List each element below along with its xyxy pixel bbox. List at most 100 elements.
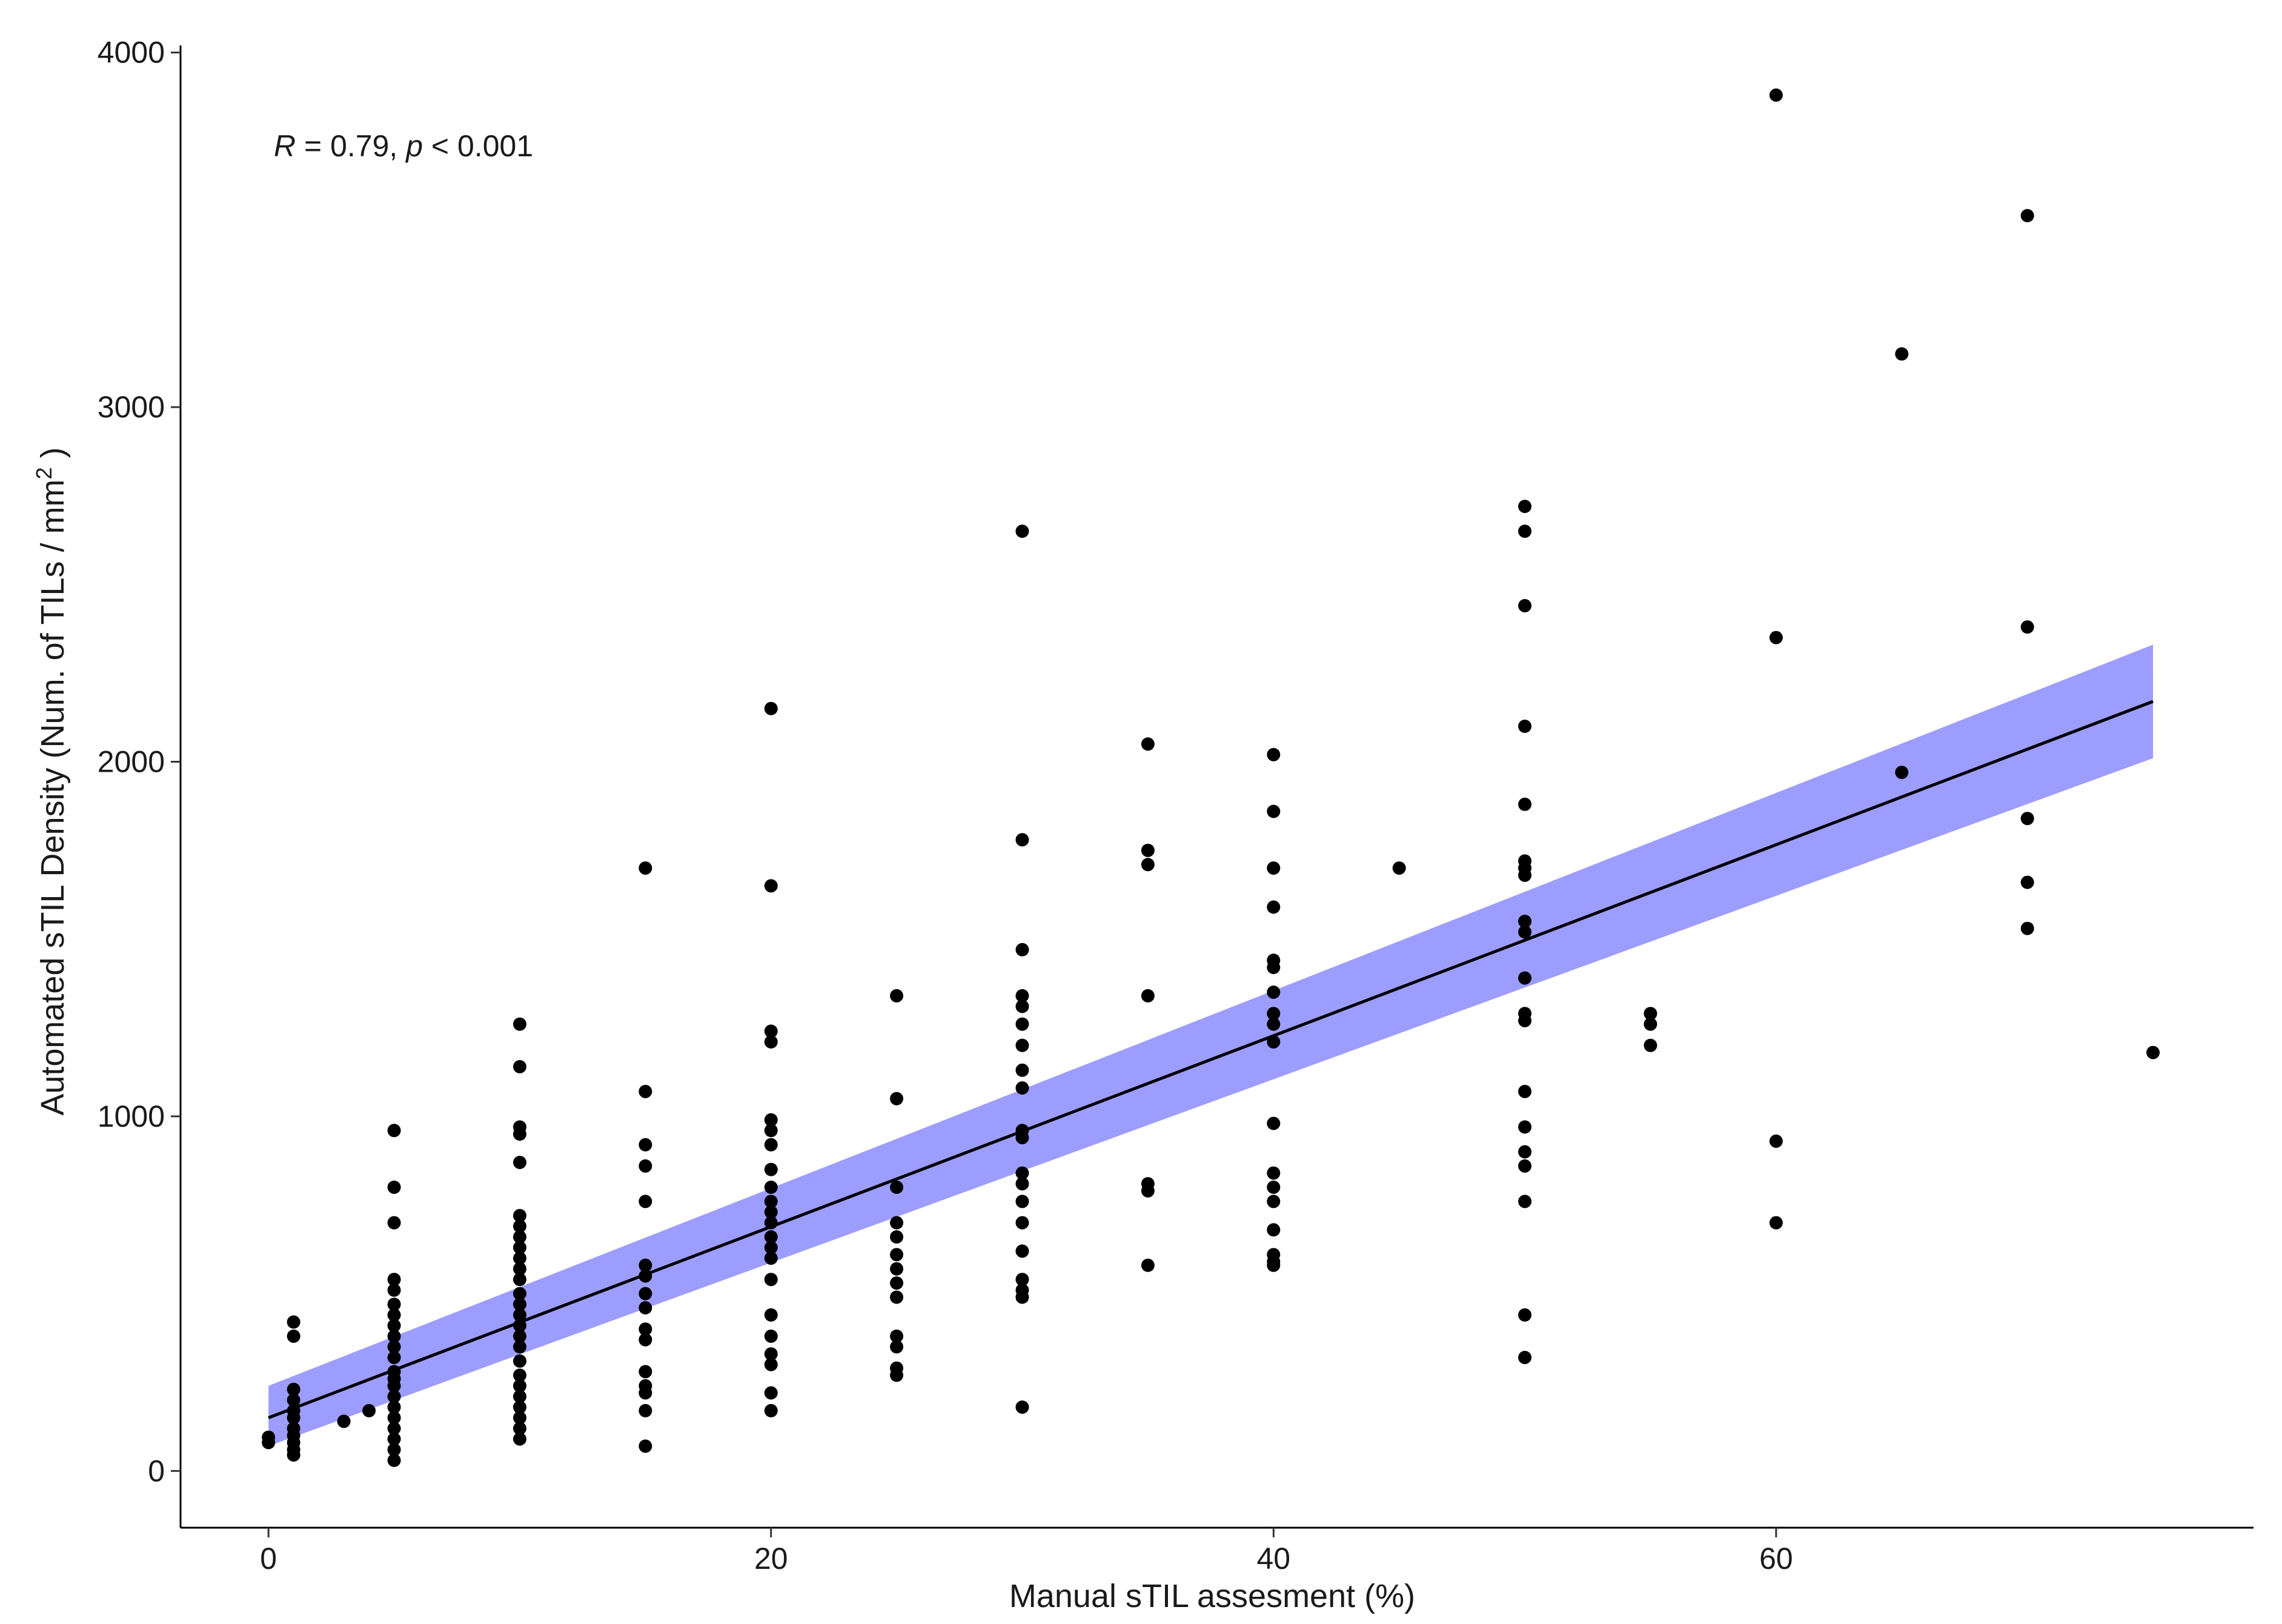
data-point	[387, 1329, 401, 1343]
data-point	[764, 1205, 778, 1219]
ticks-layer: 0 20 40 60 0 1000 2000 3000 4000	[98, 36, 1793, 1576]
data-point	[513, 1340, 526, 1354]
data-point	[1267, 1007, 1281, 1021]
y-tick-label: 3000	[98, 390, 165, 424]
data-point	[513, 1208, 526, 1222]
data-point	[1015, 999, 1029, 1013]
data-point	[2020, 209, 2034, 222]
data-point	[1392, 861, 1406, 875]
data-point	[764, 1113, 778, 1127]
data-point	[1895, 766, 1909, 780]
data-point	[2146, 1046, 2160, 1059]
y-axis-title-main: Automated sTIL Density (Num. of TILs / m…	[35, 479, 71, 1115]
data-point	[1518, 525, 1532, 538]
data-point	[513, 1368, 526, 1382]
data-point	[1769, 88, 1783, 102]
data-point	[1518, 1145, 1532, 1159]
data-point	[764, 1273, 778, 1287]
fit-line-layer	[268, 700, 2154, 1419]
data-point	[890, 1230, 904, 1244]
data-point	[262, 1430, 276, 1444]
data-point	[513, 1411, 526, 1425]
x-tick-label: 40	[1257, 1542, 1291, 1576]
y-axis-title-suffix: )	[35, 447, 71, 467]
data-point	[638, 1439, 652, 1453]
data-point	[1267, 1017, 1281, 1031]
data-point	[1267, 861, 1281, 875]
data-point	[1267, 804, 1281, 818]
data-point	[1769, 631, 1783, 645]
data-point	[387, 1443, 401, 1457]
x-tick-label: 0	[260, 1542, 277, 1576]
data-point	[638, 1138, 652, 1152]
data-point	[1141, 989, 1155, 1003]
r-symbol: R	[274, 129, 296, 163]
x-tick-label: 20	[754, 1542, 788, 1576]
data-point	[764, 879, 778, 893]
data-point	[764, 1404, 778, 1417]
data-point	[513, 1060, 526, 1073]
data-point	[513, 1432, 526, 1446]
data-point	[1518, 971, 1532, 985]
data-point	[890, 1329, 904, 1343]
data-point	[337, 1414, 351, 1428]
data-point	[287, 1411, 300, 1425]
data-point	[1015, 1273, 1029, 1287]
data-point	[1518, 868, 1532, 882]
data-point	[387, 1432, 401, 1446]
data-point	[387, 1422, 401, 1436]
data-point	[1267, 1258, 1281, 1272]
data-point	[2020, 875, 2034, 889]
data-point	[387, 1181, 401, 1194]
data-point	[1015, 1017, 1029, 1031]
data-point	[1141, 737, 1155, 751]
data-point	[287, 1393, 300, 1407]
x-axis-title: Manual sTIL assesment (%)	[1009, 1578, 1415, 1614]
data-point	[764, 1347, 778, 1361]
data-point	[764, 1308, 778, 1322]
data-point	[764, 1138, 778, 1152]
data-point	[890, 1340, 904, 1354]
data-point	[387, 1216, 401, 1230]
data-point	[638, 1301, 652, 1314]
data-point	[1015, 1290, 1029, 1304]
data-point	[513, 1262, 526, 1276]
data-point	[1267, 1166, 1281, 1180]
data-point	[1015, 1400, 1029, 1414]
confidence-band	[268, 645, 2154, 1447]
data-point	[1015, 1216, 1029, 1230]
data-point	[513, 1251, 526, 1265]
data-point	[890, 1181, 904, 1194]
data-point	[387, 1351, 401, 1364]
data-point	[1141, 1184, 1155, 1198]
data-point	[1015, 1166, 1029, 1180]
data-point	[1141, 1258, 1155, 1272]
data-point	[1518, 1159, 1532, 1173]
data-point	[1267, 747, 1281, 761]
confidence-band-layer	[268, 645, 2154, 1447]
data-point	[1518, 1013, 1532, 1027]
y-axis-title: Automated sTIL Density (Num. of TILs / m…	[32, 447, 71, 1115]
data-point	[1015, 1081, 1029, 1095]
data-point	[2020, 620, 2034, 634]
data-point	[638, 1333, 652, 1347]
data-point	[764, 1181, 778, 1194]
data-point	[513, 1422, 526, 1436]
data-point	[513, 1230, 526, 1244]
data-point	[387, 1340, 401, 1354]
data-point	[287, 1315, 300, 1329]
data-point	[1518, 1308, 1532, 1322]
data-point	[513, 1390, 526, 1404]
data-point	[513, 1156, 526, 1169]
data-point	[1267, 900, 1281, 914]
data-point	[287, 1382, 300, 1396]
data-point	[513, 1017, 526, 1031]
data-point	[764, 1162, 778, 1176]
data-point	[764, 1024, 778, 1038]
data-point	[1015, 1177, 1029, 1191]
data-point	[387, 1319, 401, 1333]
data-point	[1267, 961, 1281, 975]
data-point	[638, 1386, 652, 1400]
data-point	[1015, 525, 1029, 538]
